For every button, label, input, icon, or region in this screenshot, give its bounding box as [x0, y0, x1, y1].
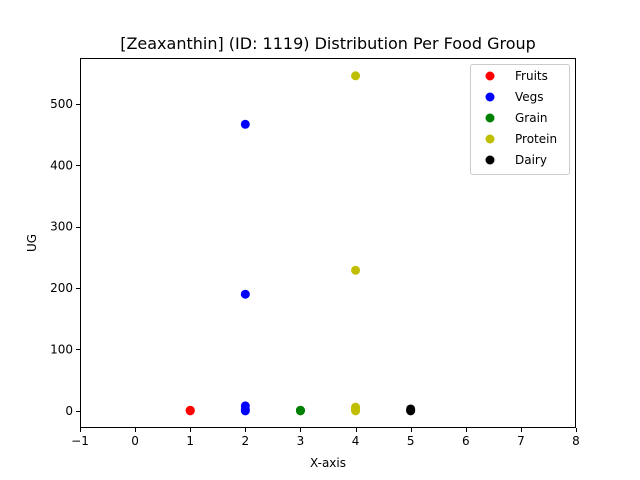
legend-marker	[485, 113, 495, 123]
data-point	[406, 406, 416, 416]
legend-marker	[485, 71, 495, 81]
legend-frame	[470, 64, 570, 175]
x-tick-label: 7	[517, 434, 525, 448]
legend-label: Protein	[515, 132, 557, 146]
x-tick-label: 5	[407, 434, 415, 448]
y-tick-label: 0	[65, 404, 73, 418]
y-tick-label: 100	[50, 342, 73, 356]
x-tick-label: 8	[572, 434, 580, 448]
data-point	[240, 406, 250, 416]
x-tick-label: 6	[462, 434, 470, 448]
y-tick-label: 300	[50, 220, 73, 234]
x-tick-label: −1	[71, 434, 89, 448]
legend: Fruits Vegs Grain Protein Dairy	[470, 64, 570, 175]
data-points	[185, 71, 416, 416]
y-tick-label: 400	[50, 158, 73, 172]
legend-marker	[485, 92, 495, 102]
x-tick-label: 2	[242, 434, 250, 448]
data-point	[295, 405, 305, 415]
legend-label: Fruits	[515, 69, 548, 83]
legend-marker	[485, 155, 495, 165]
x-tick-label: 3	[297, 434, 305, 448]
legend-label: Grain	[515, 111, 548, 125]
x-tick-label: 1	[186, 434, 194, 448]
plot-frame	[80, 58, 576, 428]
data-point	[240, 119, 250, 129]
y-axis-label: UG	[25, 234, 39, 252]
data-point	[240, 289, 250, 299]
chart-title: [Zeaxanthin] (ID: 1119) Distribution Per…	[120, 34, 536, 53]
axis-ticks: −1 0 1 2 3 4 5 6 7 8 0 100 200 300 400 500	[50, 97, 580, 448]
data-point	[351, 406, 361, 416]
y-tick-label: 500	[50, 97, 73, 111]
data-point	[185, 405, 195, 415]
legend-marker	[485, 134, 495, 144]
data-point	[351, 71, 361, 81]
y-tick-label: 200	[50, 281, 73, 295]
x-axis-label: X-axis	[310, 456, 346, 470]
legend-label: Vegs	[515, 90, 544, 104]
legend-label: Dairy	[515, 153, 547, 167]
x-tick-label: 4	[352, 434, 360, 448]
x-tick-label: 0	[131, 434, 139, 448]
data-point	[351, 265, 361, 275]
